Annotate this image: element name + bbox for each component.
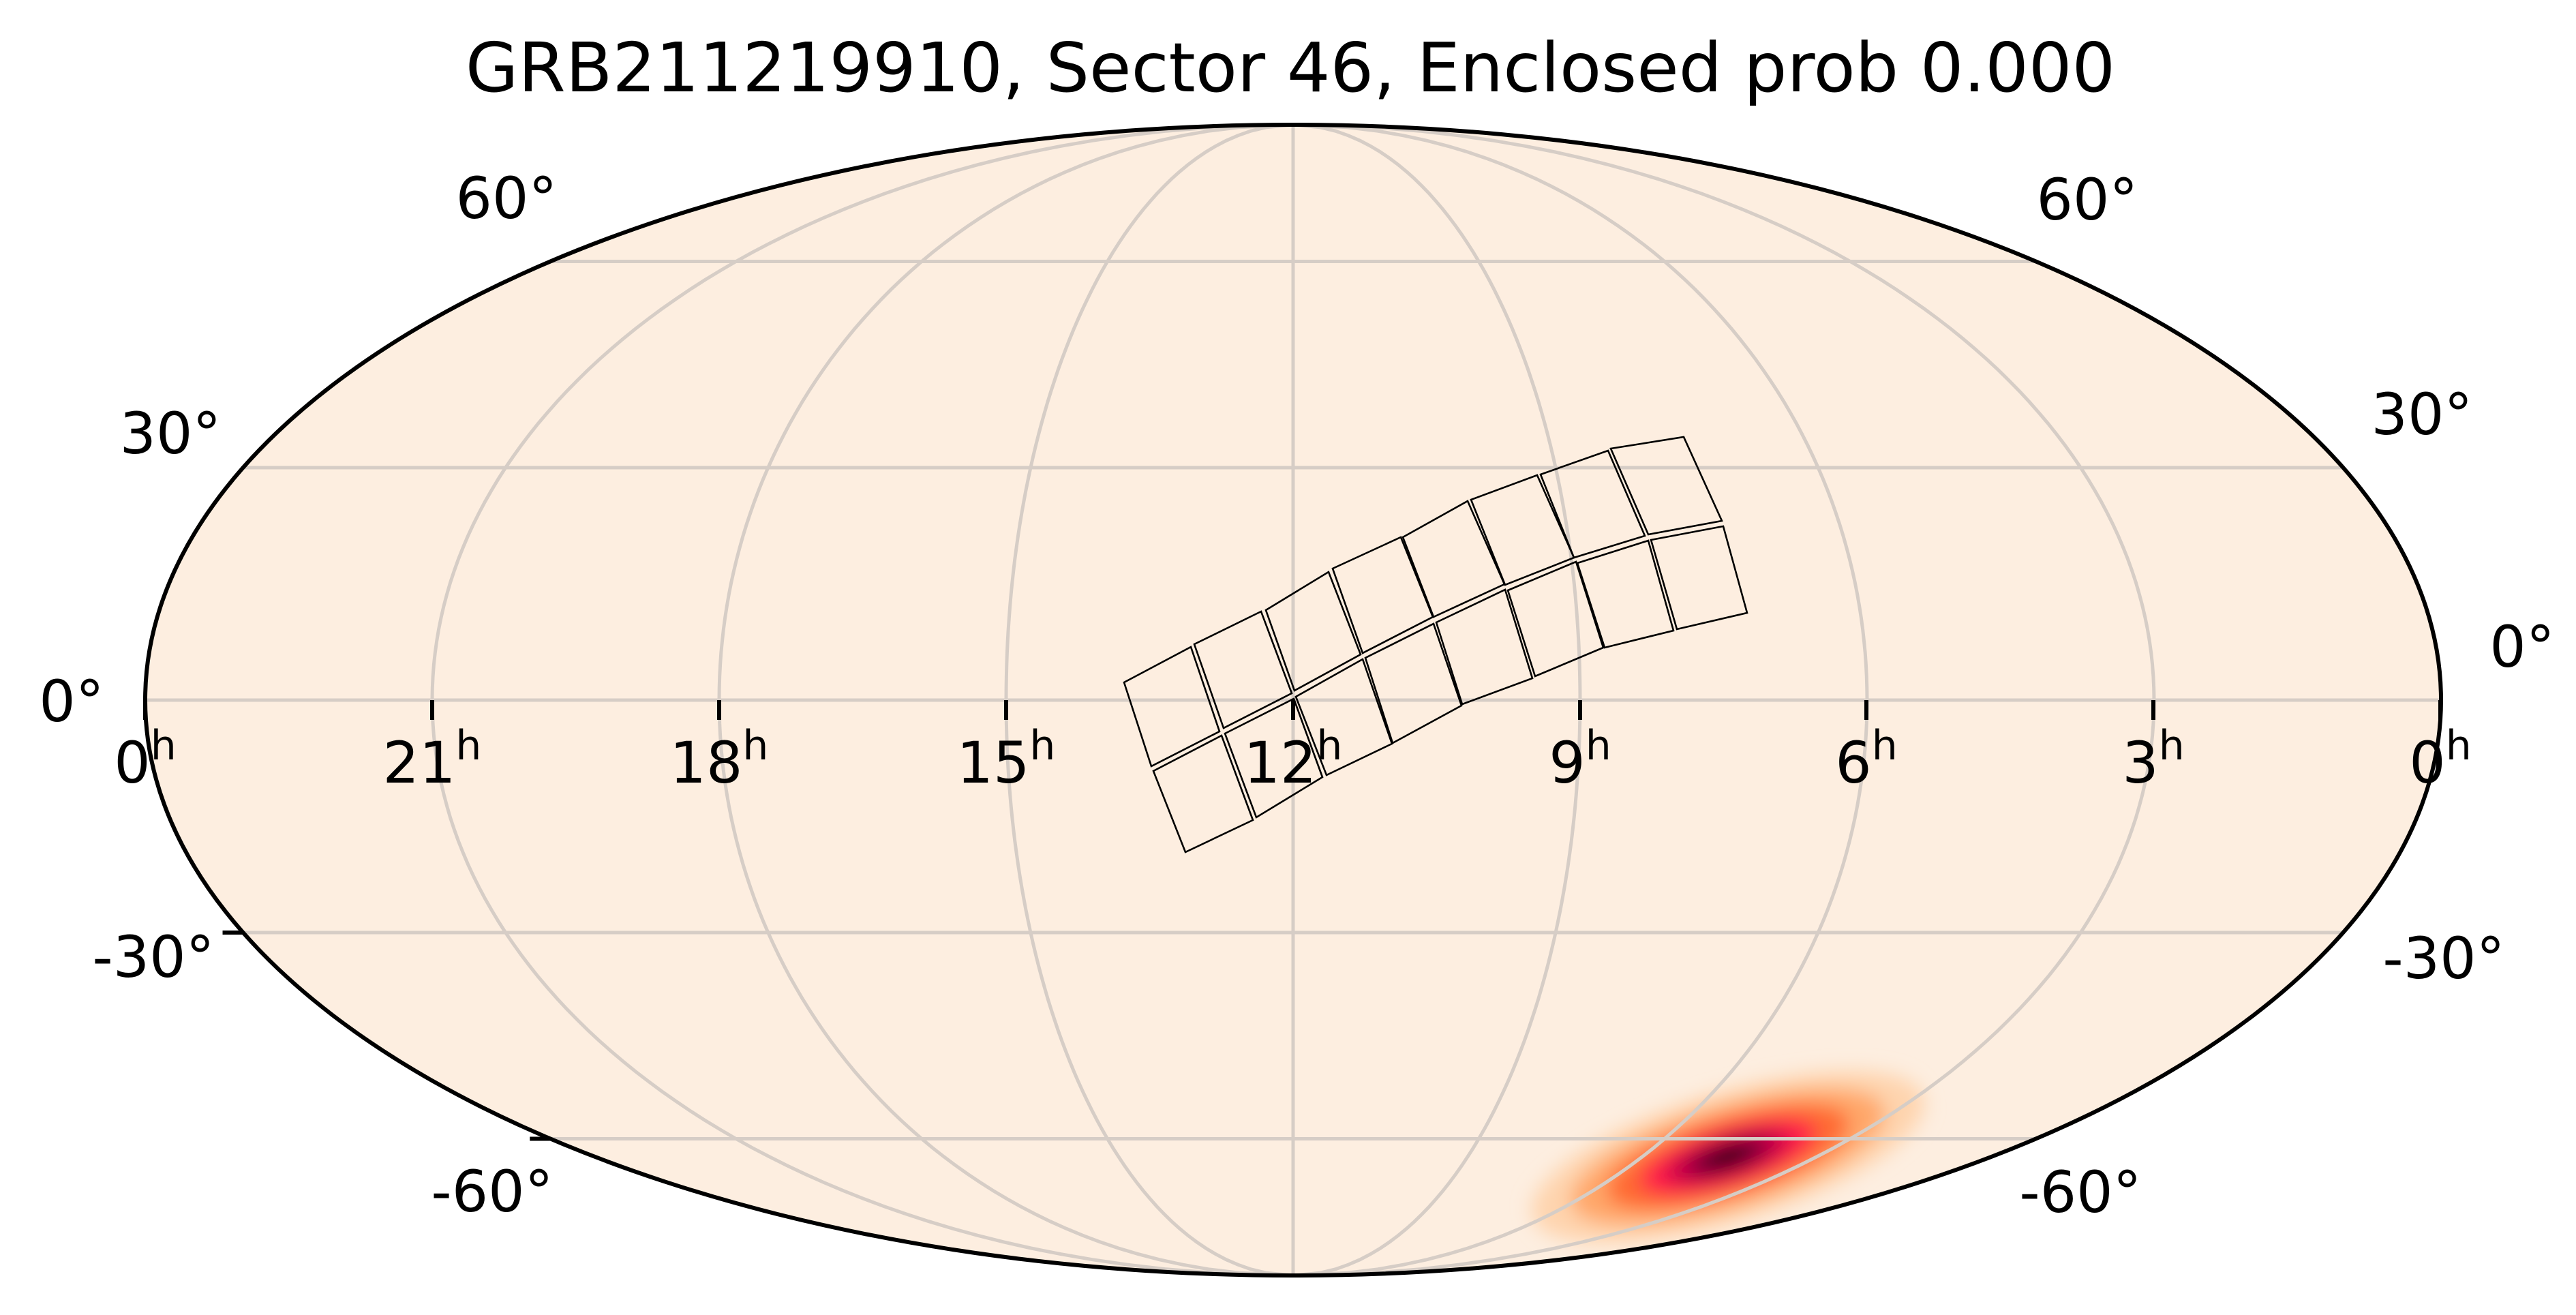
ccd-outline xyxy=(1224,697,1324,819)
dec-tick-label: 0° xyxy=(39,668,104,735)
ccd-outline xyxy=(1264,571,1362,692)
axis-ticks xyxy=(143,700,2442,1141)
dec-tick-labels: 60° 30° 0° -30° -60° 60° 30° 0° -30° -60° xyxy=(39,165,2554,1226)
ccd-outline xyxy=(1539,449,1646,559)
probability-contour xyxy=(1706,1146,1751,1168)
ccd-outline xyxy=(1609,436,1723,536)
ccd-outline xyxy=(1576,539,1675,649)
ccd-outline xyxy=(1650,525,1748,631)
ra-tick-label: 6h xyxy=(1835,722,1897,796)
ccd-outline xyxy=(1506,560,1605,678)
ra-tick-label: 0h xyxy=(2409,722,2471,796)
dec-tick-label: 0° xyxy=(2489,614,2554,680)
ra-tick-label: 15h xyxy=(957,722,1056,796)
ccd-outline xyxy=(1364,622,1463,744)
dec-tick-label: -30° xyxy=(2382,925,2504,992)
dec-tick-label: 60° xyxy=(456,165,558,232)
dec-tick-label: 30° xyxy=(2372,381,2473,448)
dec-tick-label: 60° xyxy=(2037,166,2138,233)
dec-tick-label: 30° xyxy=(120,400,222,467)
ra-tick-label: 18h xyxy=(670,722,769,796)
tess-footprint xyxy=(1123,436,1748,853)
dec-tick-label: -30° xyxy=(92,924,214,991)
ra-tick-label: 21h xyxy=(383,722,482,796)
dec-tick-label: -60° xyxy=(431,1158,553,1225)
chart-title: GRB211219910, Sector 46, Enclosed prob 0… xyxy=(466,28,2115,108)
ra-tick-label: 9h xyxy=(1549,722,1611,796)
ccd-outline xyxy=(1435,588,1534,706)
ccd-outline xyxy=(1152,734,1254,853)
ra-tick-label: 3h xyxy=(2122,722,2184,796)
ra-tick-label: 0h xyxy=(114,722,176,796)
ra-tick-labels: 0h 21h 18h 15h 12h 9h 6h 3h 0h xyxy=(114,722,2471,796)
ccd-outline xyxy=(1193,610,1293,729)
ccd-outline xyxy=(1123,646,1221,768)
ra-tick-label: 12h xyxy=(1244,722,1343,796)
dec-tick-label: -60° xyxy=(2019,1159,2141,1226)
